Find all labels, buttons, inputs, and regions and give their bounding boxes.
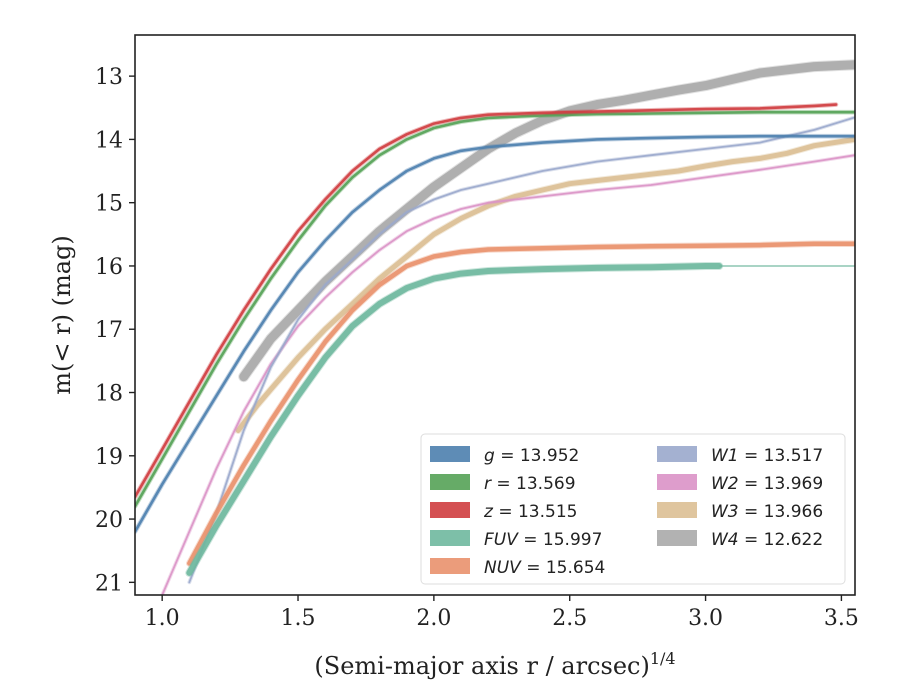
series-layer (135, 59, 855, 595)
legend-swatch-r (430, 474, 470, 490)
plot-frame (134, 34, 856, 596)
x-axis-label: (Semi-major axis r / arcsec)1/4 (314, 649, 675, 680)
legend-swatch-g (430, 446, 470, 462)
x-axis-ticks: 1.0 1.5 2.0 2.5 3.0 3.5 (145, 595, 859, 631)
legend-swatch-FUV (430, 530, 470, 546)
legend-swatch-z (430, 502, 470, 518)
legend-label-g: g = 13.952 (484, 446, 579, 466)
y-tick-label: 16 (95, 255, 123, 280)
series-line-z (135, 103, 838, 499)
series-line-r (135, 110, 855, 508)
y-tick-label: 18 (95, 382, 123, 407)
y-tick-label: 21 (95, 571, 123, 596)
series-line-W3 (235, 136, 855, 433)
legend-label-NUV: NUV = 15.654 (484, 558, 605, 578)
series-line-W4 (239, 60, 855, 382)
x-tick-label: 1.5 (281, 606, 316, 631)
y-tick-label: 17 (95, 318, 123, 343)
legend: g = 13.952 r = 13.569 z = 13.515 FUV = 15.9… (420, 433, 846, 585)
y-tick-label: 15 (95, 192, 123, 217)
legend-swatch-W2 (657, 474, 697, 490)
legend-swatch-NUV (430, 558, 470, 574)
legend-label-W3: W3 = 13.966 (711, 502, 823, 522)
series-halo-W3 (234, 135, 855, 434)
y-tick-label: 20 (95, 508, 123, 533)
x-tick-label: 3.0 (688, 606, 723, 631)
legend-swatch-W4 (657, 530, 697, 546)
series-line-NUV (187, 241, 855, 566)
x-tick-label: 1.0 (145, 606, 180, 631)
series-line-FUV (186, 263, 723, 576)
legend-label-W2: W2 = 13.969 (711, 474, 823, 494)
y-axis-ticks: 13 14 15 16 17 18 19 20 21 (95, 65, 135, 596)
legend-label-W1: W1 = 13.517 (711, 446, 823, 466)
series-line-W2 (161, 154, 855, 595)
legend-swatch-W3 (657, 502, 697, 518)
series-line-W1 (188, 116, 855, 584)
legend-label-W4: W4 = 12.622 (711, 530, 823, 550)
legend-label-z: z = 13.515 (483, 502, 577, 522)
legend-label-r: r = 13.569 (484, 474, 576, 494)
x-tick-label: 2.0 (416, 606, 451, 631)
legend-label-FUV: FUV = 15.997 (484, 530, 602, 550)
y-tick-label: 14 (95, 128, 123, 153)
y-tick-label: 13 (95, 65, 123, 90)
y-axis-label: m(< r) (mag) (48, 235, 76, 394)
x-tick-label: 2.5 (552, 606, 587, 631)
legend-swatch-W1 (657, 446, 697, 462)
y-tick-label: 19 (95, 445, 123, 470)
legend-frame (420, 433, 846, 585)
x-tick-label: 3.5 (824, 606, 859, 631)
series-line-g (135, 134, 855, 533)
